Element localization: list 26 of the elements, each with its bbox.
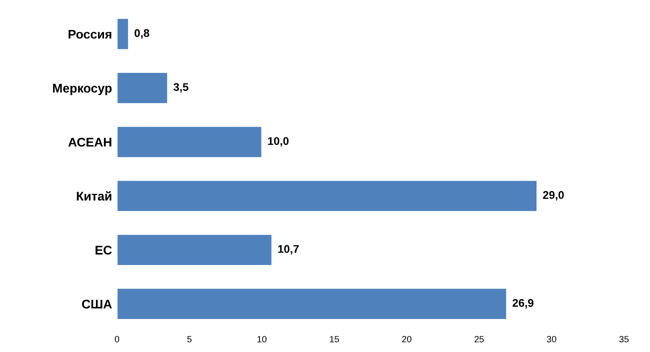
bar [117, 180, 538, 212]
data-label: 10,7 [278, 245, 299, 255]
y-tick-label: Россия [68, 30, 112, 39]
x-tick-label: 20 [402, 336, 412, 342]
x-tick-label: 10 [258, 336, 267, 342]
x-tick-label: 0 [114, 336, 120, 342]
bar [117, 126, 262, 158]
bar [117, 288, 508, 320]
data-label: 29,0 [543, 191, 564, 201]
data-label: 3,5 [174, 83, 188, 93]
y-tick-label: США [82, 300, 112, 309]
y-tick-label: Китай [76, 191, 112, 201]
x-tick-label: 15 [330, 336, 339, 342]
x-tick-label: 30 [546, 336, 556, 342]
x-tick-label: 25 [474, 336, 484, 342]
bar [117, 234, 273, 266]
x-tick-label: 5 [187, 336, 192, 342]
x-tick-label: 35 [619, 336, 629, 342]
data-label: 26,9 [512, 299, 534, 308]
y-tick-label: АСЕАН [68, 138, 112, 147]
data-label: 0,8 [134, 29, 150, 39]
data-label: 10,0 [268, 137, 289, 147]
y-tick-label: ЕС [96, 246, 112, 255]
y-tick-label: Меркосур [53, 84, 112, 96]
bar [117, 72, 168, 104]
bar [117, 18, 130, 50]
